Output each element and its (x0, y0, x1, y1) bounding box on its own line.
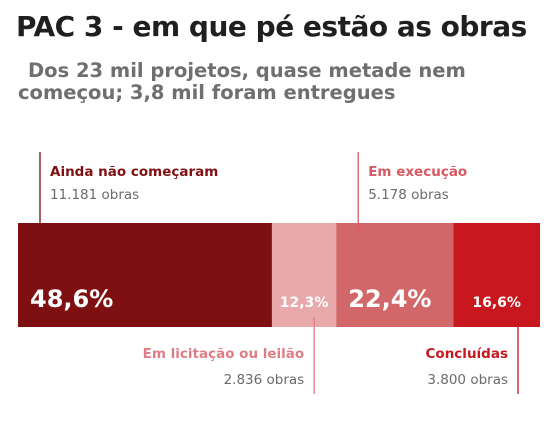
bar-segment-1 (18, 223, 272, 327)
category-count-3: 5.178 obras (368, 187, 449, 203)
segment-value-label-1: 48,6% (30, 285, 113, 313)
bar-segment-3 (336, 223, 454, 327)
chart-title: PAC 3 - em que pé estão as obras (16, 10, 527, 43)
chart-subtitle: Dos 23 mil projetos, quase metade nem co… (18, 60, 538, 104)
subtitle-line-1: Dos 23 mil projetos, quase metade nem (28, 59, 466, 82)
category-count-2: 2.836 obras (224, 372, 305, 388)
subtitle-line-2: começou; 3,8 mil foram entregues (18, 81, 396, 104)
category-label-1: Ainda não começaram (50, 164, 218, 180)
category-label-2: Em licitação ou leilão (143, 346, 305, 362)
category-count-1: 11.181 obras (50, 187, 139, 203)
category-label-4: Concluídas (426, 346, 508, 362)
category-count-4: 3.800 obras (427, 372, 508, 388)
category-label-3: Em execução (368, 164, 467, 180)
segment-value-label-2: 12,3% (280, 295, 329, 311)
segment-value-label-4: 16,6% (472, 295, 521, 311)
bar-segment-2 (271, 223, 337, 327)
segment-value-label-3: 22,4% (348, 285, 431, 313)
bar-segment-4 (453, 223, 540, 327)
